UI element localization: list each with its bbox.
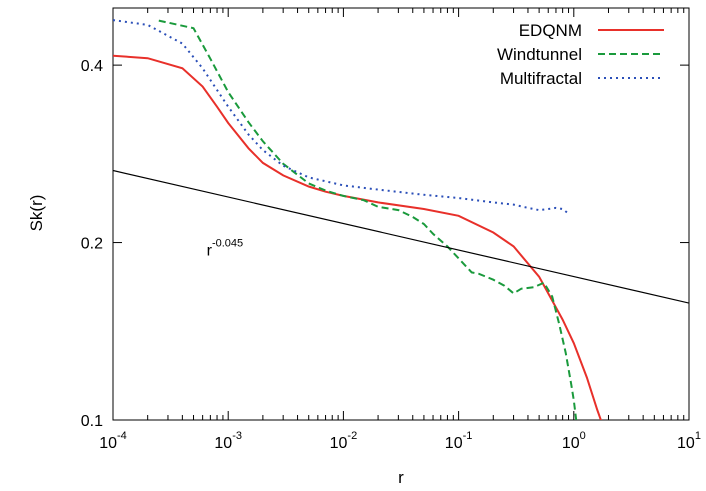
plot-area bbox=[112, 7, 690, 421]
y-tick-label: 0.2 bbox=[81, 236, 103, 253]
x-tick-label: 100 bbox=[562, 430, 586, 452]
y-tick-label: 0.4 bbox=[81, 58, 103, 75]
y-tick-labels: 0.1 0.2 0.4 bbox=[81, 58, 103, 430]
x-tick-label: 10-4 bbox=[99, 430, 127, 452]
x-axis-label: r bbox=[398, 468, 404, 487]
legend: EDQNM Windtunnel Multifractal bbox=[497, 21, 664, 88]
power-law-fit-line bbox=[113, 169, 689, 304]
series-line-windtunnel bbox=[158, 19, 578, 420]
legend-label: Windtunnel bbox=[497, 45, 582, 64]
tick-marks bbox=[112, 8, 690, 421]
power-law-annotation: r-0.045 bbox=[207, 238, 244, 260]
legend-label: Multifractal bbox=[500, 69, 582, 88]
x-tick-label: 10-1 bbox=[445, 430, 473, 452]
y-axis-label: Sk(r) bbox=[27, 195, 46, 232]
series-line-edqnm bbox=[113, 54, 602, 420]
series-line-multifractal bbox=[113, 19, 570, 215]
x-tick-label: 10-3 bbox=[214, 430, 242, 452]
annotations: r-0.045 bbox=[207, 238, 244, 260]
x-tick-label: 10-2 bbox=[330, 430, 358, 452]
x-tick-label: 101 bbox=[677, 430, 701, 452]
y-tick-label: 0.1 bbox=[81, 413, 103, 430]
x-tick-labels: 10-4 10-3 10-2 10-1 100 101 bbox=[99, 430, 701, 452]
legend-label: EDQNM bbox=[519, 21, 582, 40]
series-lines bbox=[113, 19, 689, 420]
